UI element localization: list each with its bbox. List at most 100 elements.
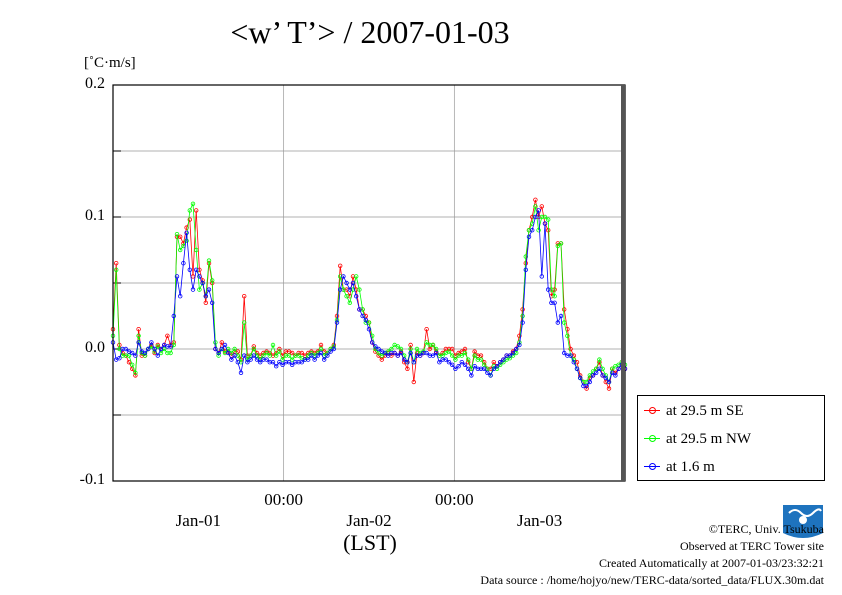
- series-point-2: [222, 342, 228, 348]
- series-point-1: [241, 320, 247, 325]
- series-point-2: [450, 362, 455, 367]
- series-point-2: [411, 360, 416, 365]
- series-point-0: [379, 357, 384, 362]
- series-point-1: [430, 342, 436, 348]
- series-point-2: [302, 357, 308, 362]
- series-point-2: [296, 360, 301, 365]
- y-tick-label: 0.0: [85, 339, 105, 356]
- series-point-2: [123, 346, 128, 352]
- series-point-1: [446, 349, 452, 354]
- series-point-2: [274, 364, 279, 369]
- series-point-2: [366, 327, 372, 332]
- series-point-2: [434, 350, 439, 356]
- chart-legend: at 29.5 m SE at 29.5 m NW at 1.6 m: [637, 395, 825, 481]
- series-point-0: [193, 208, 199, 213]
- legend-marker-nw: [644, 434, 660, 444]
- series-point-2: [158, 346, 164, 352]
- series-point-2: [581, 383, 586, 389]
- series-point-2: [510, 350, 516, 356]
- x-tick-label-date: Jan-01: [175, 511, 221, 530]
- series-point-2: [597, 366, 602, 371]
- series-point-2: [402, 357, 407, 362]
- series-point-2: [193, 267, 199, 272]
- series-point-1: [290, 357, 295, 362]
- series-point-1: [536, 227, 541, 233]
- series-point-2: [322, 357, 327, 362]
- series-point-1: [274, 353, 279, 358]
- series-point-1: [315, 350, 320, 356]
- series-point-2: [517, 342, 522, 348]
- series-point-1: [177, 247, 183, 253]
- series-point-1: [136, 333, 141, 338]
- series-point-2: [306, 357, 311, 362]
- series-point-2: [229, 357, 234, 362]
- series-point-2: [370, 340, 375, 345]
- series-point-2: [507, 353, 512, 358]
- series-point-2: [354, 294, 359, 299]
- series-point-1: [187, 208, 192, 213]
- series-point-2: [542, 221, 548, 226]
- series-point-2: [533, 214, 538, 220]
- series-point-0: [139, 353, 144, 358]
- series-point-2: [270, 360, 276, 365]
- series-point-2: [325, 353, 330, 358]
- series-point-2: [142, 350, 148, 356]
- series-point-1: [546, 217, 551, 222]
- series-point-2: [565, 353, 570, 358]
- series-point-2: [133, 353, 138, 358]
- series-point-2: [462, 362, 468, 367]
- series-point-2: [389, 350, 394, 356]
- series-point-0: [133, 373, 138, 378]
- series-point-2: [590, 373, 596, 378]
- legend-item-se: at 29.5 m SE: [644, 401, 744, 421]
- series-point-0: [203, 300, 208, 305]
- series-point-2: [235, 360, 240, 365]
- series-point-2: [398, 350, 404, 356]
- series-point-1: [232, 346, 237, 352]
- x-tick-label-time: 00:00: [434, 490, 474, 509]
- y-axis-unit-label: [˚C·m/s]: [84, 55, 136, 71]
- series-point-2: [216, 350, 221, 356]
- series-point-1: [600, 366, 605, 371]
- series-point-1: [235, 353, 240, 358]
- legend-label-se: at 29.5 m SE: [666, 402, 744, 419]
- y-tick-label: 0.1: [85, 207, 105, 224]
- series-point-2: [514, 346, 519, 352]
- series-point-0: [165, 333, 170, 338]
- series-point-2: [539, 274, 544, 279]
- series-point-2: [600, 373, 605, 378]
- series-point-2: [203, 294, 208, 299]
- series-point-1: [565, 333, 570, 338]
- series-point-2: [277, 360, 282, 365]
- series-point-2: [469, 373, 474, 378]
- series-point-1: [347, 300, 352, 305]
- series-point-2: [501, 357, 506, 362]
- series-point-0: [440, 350, 445, 356]
- series-point-2: [456, 364, 461, 369]
- series-point-2: [421, 350, 426, 356]
- series-point-1: [222, 350, 228, 356]
- series-point-2: [491, 366, 496, 371]
- series-point-0: [389, 353, 394, 358]
- series-point-2: [248, 357, 253, 362]
- series-point-2: [562, 350, 567, 356]
- series-point-2: [546, 287, 551, 292]
- series-point-0: [338, 263, 343, 268]
- series-point-2: [475, 366, 480, 371]
- legend-label-1-6m: at 1.6 m: [666, 458, 715, 475]
- series-point-2: [286, 360, 292, 365]
- series-point-0: [584, 386, 589, 391]
- series-point-2: [443, 357, 448, 362]
- series-point-1: [459, 353, 464, 358]
- series-point-2: [129, 350, 135, 356]
- series-point-1: [555, 243, 560, 249]
- series-point-2: [357, 307, 362, 312]
- series-point-2: [149, 340, 154, 345]
- series-point-2: [446, 360, 452, 365]
- series-point-2: [594, 370, 599, 375]
- series-point-0: [405, 366, 410, 371]
- series-point-2: [603, 375, 608, 381]
- series-point-2: [408, 350, 413, 356]
- series-point-2: [530, 227, 535, 233]
- series-point-2: [360, 313, 365, 319]
